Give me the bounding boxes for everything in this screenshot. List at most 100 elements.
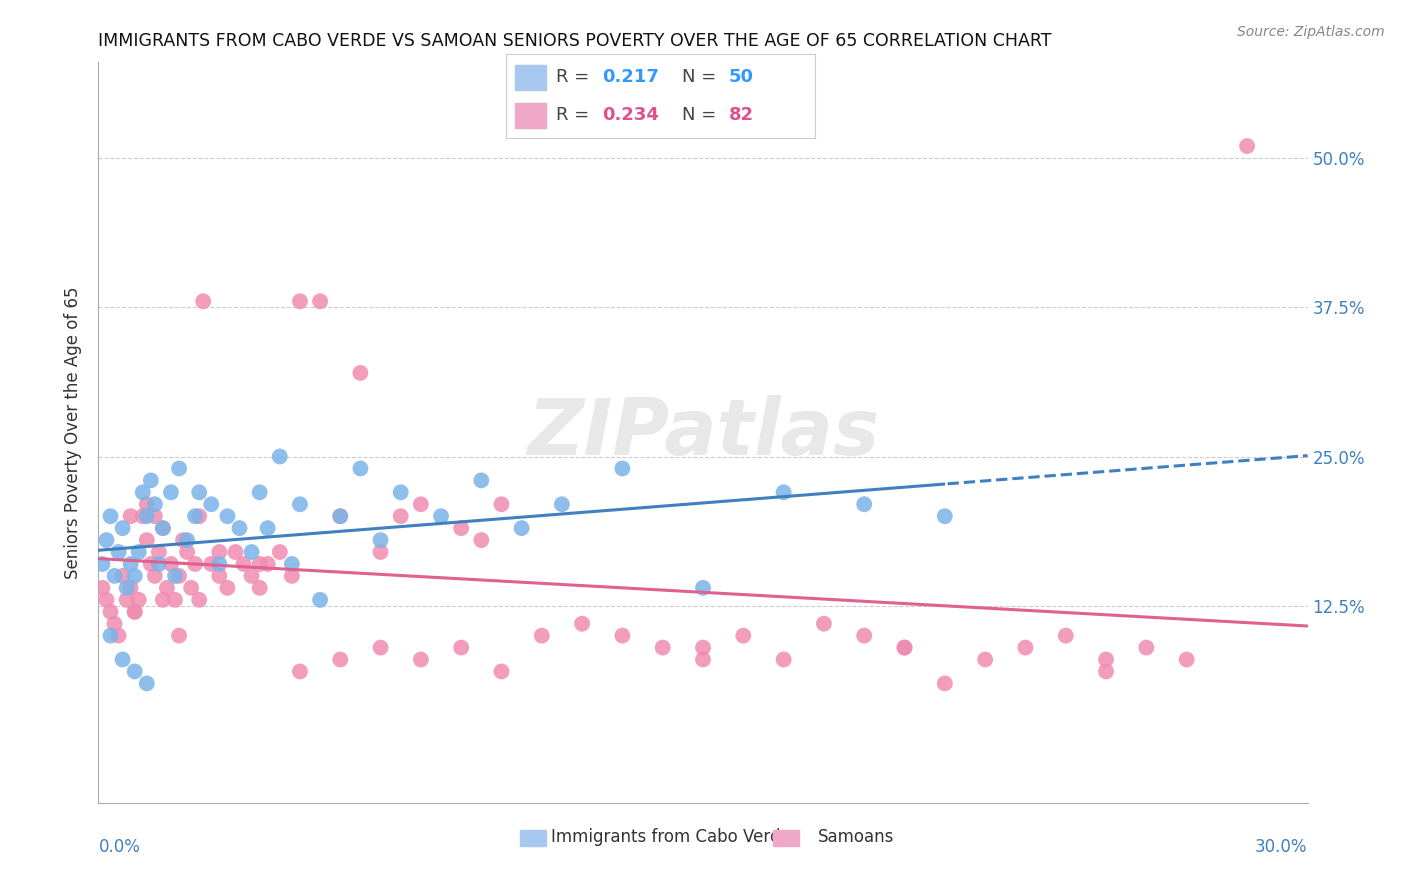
Point [135,533,157,547]
Point [240,545,263,559]
Point [1014,640,1036,655]
Point [249,581,271,595]
Text: 0.0%: 0.0% [98,838,141,856]
Point [288,497,311,511]
Point [100,629,122,643]
Point [430,509,453,524]
Point [188,592,211,607]
Point [208,569,231,583]
Point [208,557,231,571]
Point [107,629,129,643]
Bar [516,64,547,90]
Point [139,557,162,571]
Text: N =: N = [682,69,723,87]
Point [329,652,352,666]
Point [934,676,956,690]
Point [120,581,142,595]
Point [135,497,157,511]
Point [733,629,755,643]
Point [309,592,332,607]
Point [217,509,239,524]
Point [1095,652,1118,666]
Point [1236,139,1258,153]
Point [281,557,304,571]
Point [160,557,183,571]
Point [148,557,170,571]
Point [349,461,371,475]
Point [124,569,146,583]
Point [853,497,876,511]
Point [167,461,190,475]
Point [370,533,392,547]
Point [692,640,714,655]
Bar [516,103,547,128]
Point [132,509,155,524]
Point [256,557,278,571]
Point [128,545,150,559]
Point [152,592,174,607]
Point [491,665,513,679]
Point [370,545,392,559]
Point [172,533,194,547]
Point [100,605,122,619]
Text: N =: N = [682,106,723,124]
Point [1095,665,1118,679]
Text: 0.217: 0.217 [602,69,659,87]
Point [224,545,246,559]
Point [111,521,134,535]
Text: 30.0%: 30.0% [1256,838,1308,856]
Point [450,521,472,535]
Point [853,629,876,643]
Point [103,569,125,583]
Point [103,616,125,631]
Point [409,497,432,511]
Text: ZIPatlas: ZIPatlas [527,394,879,471]
Point [139,474,162,488]
Point [107,545,129,559]
Point [772,485,794,500]
Point [389,485,412,500]
Point [551,497,574,511]
Point [91,581,114,595]
Point [148,545,170,559]
Text: 0.234: 0.234 [602,106,659,124]
Point [128,592,150,607]
Point [329,509,352,524]
Text: Samoans: Samoans [818,828,894,846]
Point [152,521,174,535]
Point [115,581,138,595]
Point [184,509,207,524]
Point [120,509,142,524]
Point [612,461,634,475]
Point [240,569,263,583]
Point [813,616,835,631]
Point [96,533,118,547]
Y-axis label: Seniors Poverty Over the Age of 65: Seniors Poverty Over the Age of 65 [65,286,83,579]
Point [167,569,190,583]
Point [208,545,231,559]
Text: Source: ZipAtlas.com: Source: ZipAtlas.com [1237,25,1385,39]
Point [288,665,311,679]
Point [893,640,915,655]
Point [409,652,432,666]
Point [124,665,146,679]
Point [470,474,492,488]
Point [249,557,271,571]
Point [269,450,291,464]
Point [934,509,956,524]
Point [91,557,114,571]
Point [124,605,146,619]
Point [135,509,157,524]
Text: R =: R = [555,106,595,124]
Point [772,652,794,666]
Point [132,485,155,500]
Text: R =: R = [555,69,595,87]
Point [193,294,215,309]
Point [176,533,198,547]
Point [510,521,533,535]
Point [111,569,134,583]
Point [143,569,166,583]
Point [184,557,207,571]
Point [180,581,202,595]
Text: Immigrants from Cabo Verde: Immigrants from Cabo Verde [551,828,792,846]
